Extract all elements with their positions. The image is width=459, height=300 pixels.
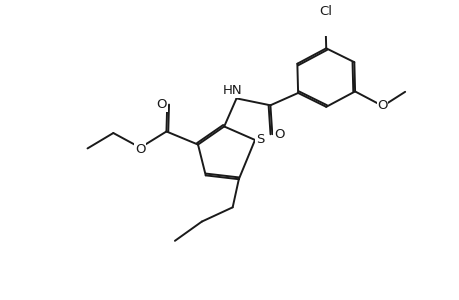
Text: Cl: Cl bbox=[318, 5, 331, 18]
Text: O: O bbox=[135, 143, 145, 156]
Text: O: O bbox=[274, 128, 284, 141]
Text: O: O bbox=[156, 98, 167, 111]
Text: S: S bbox=[255, 134, 263, 146]
Text: O: O bbox=[376, 99, 387, 112]
Text: HN: HN bbox=[222, 84, 242, 97]
